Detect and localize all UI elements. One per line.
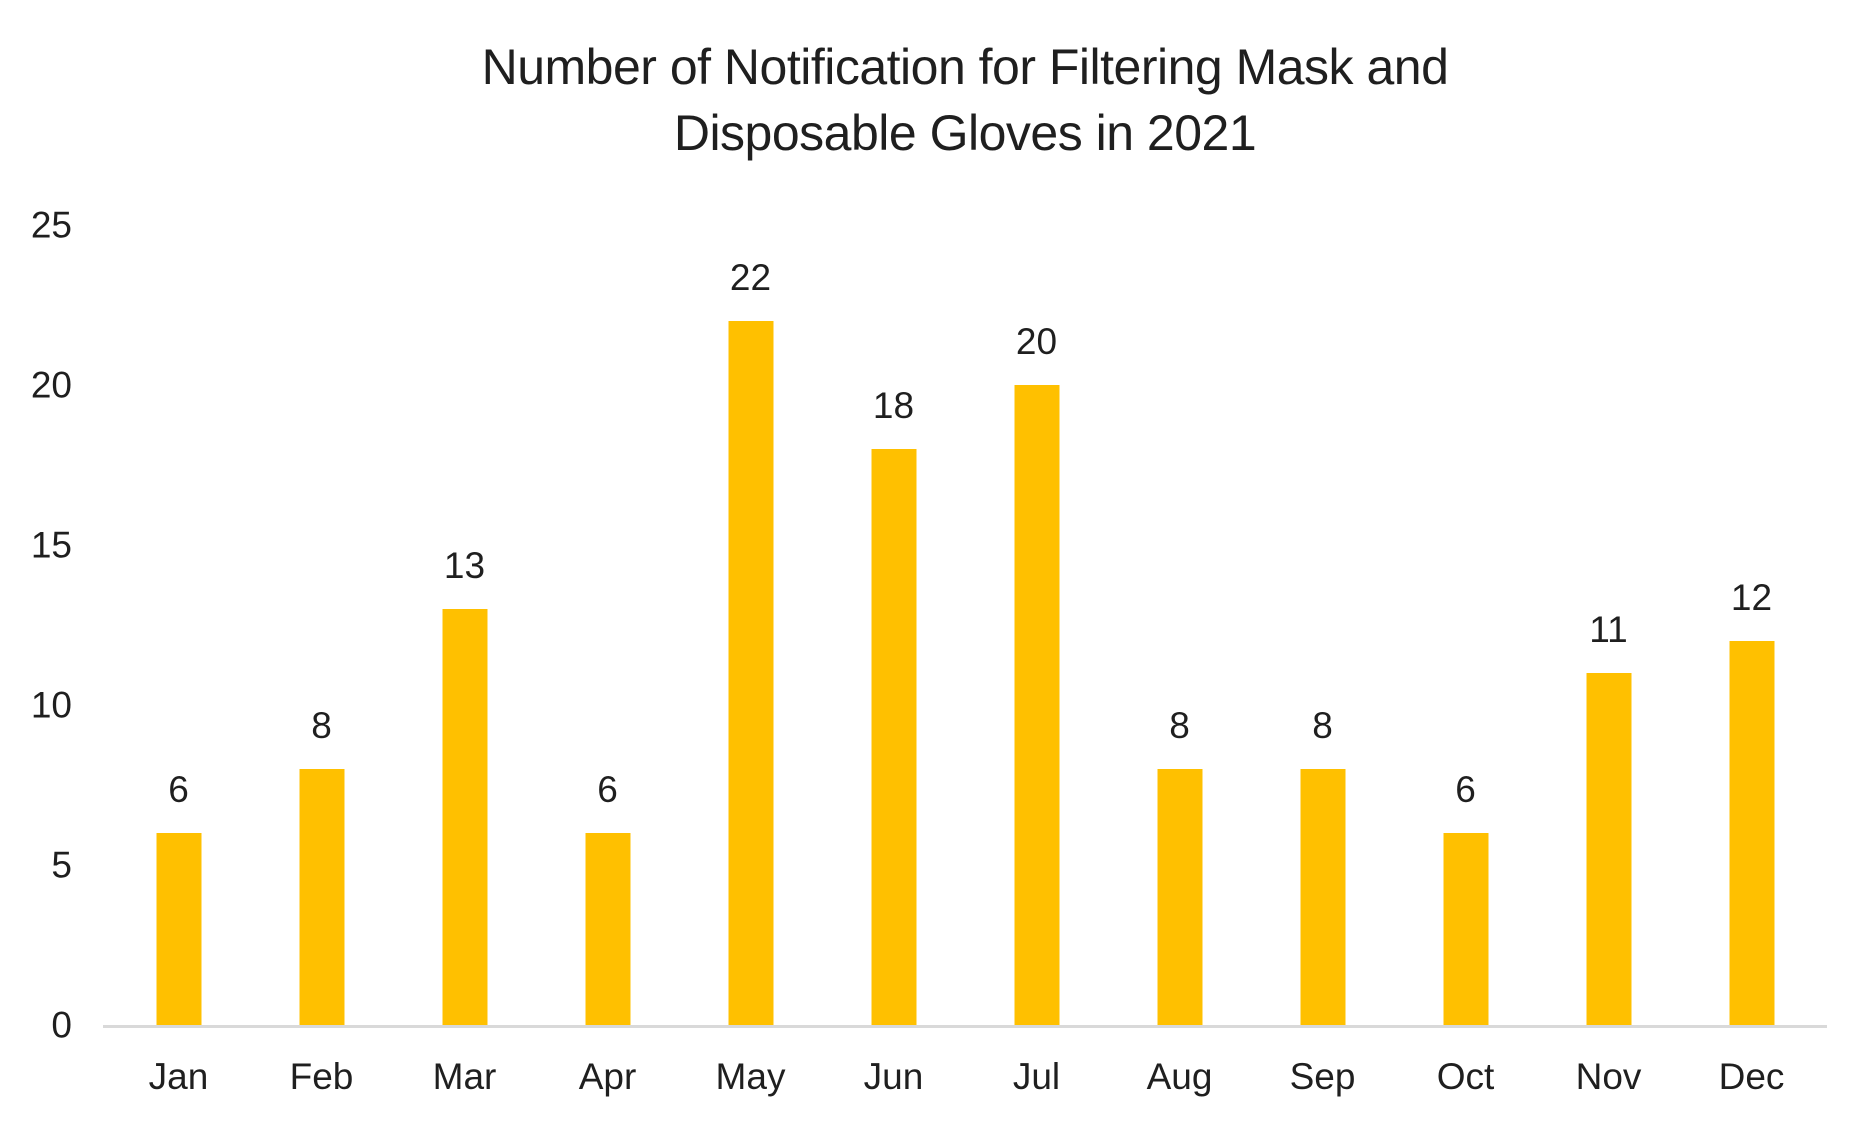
bar-oct bbox=[1443, 833, 1488, 1025]
bar-value-label-oct: 6 bbox=[1455, 769, 1476, 810]
bar-slot-dec: 12 bbox=[1680, 225, 1823, 1025]
x-tick-label-may: May bbox=[715, 1056, 786, 1097]
bar-value-label-may: 22 bbox=[729, 257, 772, 298]
x-tick-label-dec: Dec bbox=[1718, 1056, 1785, 1097]
bar-value-label-dec: 12 bbox=[1730, 577, 1773, 618]
y-tick-label: 25 bbox=[30, 204, 72, 246]
chart-title: Number of Notification for Filtering Mas… bbox=[107, 34, 1823, 166]
bar-value-label-jun: 18 bbox=[872, 385, 915, 426]
bar-slot-jul: 20 bbox=[965, 225, 1108, 1025]
bar-value-label-jan: 6 bbox=[168, 769, 189, 810]
x-tick-label-jan: Jan bbox=[148, 1056, 209, 1097]
x-axis: Jan Feb Mar Apr May Jun Jul Aug Sep Oct Nov Dec bbox=[107, 1055, 1823, 1115]
bar-value-label-aug: 8 bbox=[1169, 705, 1190, 746]
x-tick-label-nov: Nov bbox=[1575, 1056, 1642, 1097]
bar-value-label-feb: 8 bbox=[311, 705, 332, 746]
bar-slot-nov: 11 bbox=[1537, 225, 1680, 1025]
bar-feb bbox=[299, 769, 344, 1025]
bar-mar bbox=[442, 609, 487, 1025]
bar-slot-feb: 8 bbox=[250, 225, 393, 1025]
bar-slot-aug: 8 bbox=[1108, 225, 1251, 1025]
plot-area: 6 8 13 6 22 18 20 8 8 6 11 12 bbox=[103, 225, 1827, 1028]
bar-slot-oct: 6 bbox=[1394, 225, 1537, 1025]
x-tick-label-oct: Oct bbox=[1436, 1056, 1495, 1097]
bar-value-label-mar: 13 bbox=[443, 545, 486, 586]
bar-apr bbox=[585, 833, 630, 1025]
x-axis-line bbox=[103, 1025, 1827, 1028]
x-tick-label-jul: Jul bbox=[1012, 1056, 1061, 1097]
bar-value-label-apr: 6 bbox=[597, 769, 618, 810]
x-tick-label-sep: Sep bbox=[1289, 1056, 1356, 1097]
y-tick-label: 0 bbox=[51, 1004, 72, 1046]
y-tick-label: 20 bbox=[30, 364, 72, 406]
bar-slot-jun: 18 bbox=[822, 225, 965, 1025]
bar-jun bbox=[871, 449, 916, 1025]
bar-slot-may: 22 bbox=[679, 225, 822, 1025]
bar-aug bbox=[1157, 769, 1202, 1025]
y-tick-label: 15 bbox=[30, 524, 72, 566]
chart-title-line-1: Number of Notification for Filtering Mas… bbox=[481, 39, 1449, 95]
bar-may bbox=[728, 321, 773, 1025]
bar-value-label-jul: 20 bbox=[1015, 321, 1058, 362]
bar-slot-mar: 13 bbox=[393, 225, 536, 1025]
y-axis: 0 5 10 15 20 25 bbox=[0, 0, 75, 1132]
bar-slot-sep: 8 bbox=[1251, 225, 1394, 1025]
x-tick-label-jun: Jun bbox=[863, 1056, 924, 1097]
bar-value-label-sep: 8 bbox=[1312, 705, 1333, 746]
bar-jan bbox=[156, 833, 201, 1025]
y-tick-label: 10 bbox=[30, 684, 72, 726]
bar-jul bbox=[1014, 385, 1059, 1025]
x-tick-label-apr: Apr bbox=[578, 1056, 637, 1097]
chart-title-line-2: Disposable Gloves in 2021 bbox=[673, 105, 1257, 161]
y-tick-label: 5 bbox=[51, 844, 72, 886]
bar-dec bbox=[1729, 641, 1774, 1025]
bar-slot-apr: 6 bbox=[536, 225, 679, 1025]
x-tick-label-aug: Aug bbox=[1146, 1056, 1213, 1097]
bar-nov bbox=[1586, 673, 1631, 1025]
bar-slot-jan: 6 bbox=[107, 225, 250, 1025]
x-tick-label-feb: Feb bbox=[289, 1056, 354, 1097]
bar-sep bbox=[1300, 769, 1345, 1025]
x-tick-label-mar: Mar bbox=[432, 1056, 497, 1097]
bar-value-label-nov: 11 bbox=[1589, 609, 1628, 650]
